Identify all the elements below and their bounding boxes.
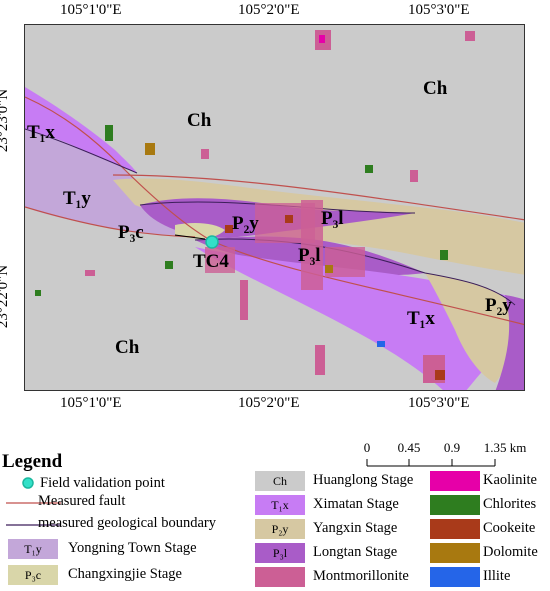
label-p3l-top: P₃l <box>321 208 344 229</box>
legend-yongning: Yongning Town Stage <box>68 540 197 556</box>
fault-line-3 <box>25 206 196 238</box>
bottom-coord-2: 105°2'0"E <box>238 395 300 411</box>
swatch-yangxin: P₂y <box>255 519 305 539</box>
label-t1x-left: T₁x <box>27 122 55 143</box>
validation-point-icon <box>22 477 34 489</box>
bottom-coord-1: 105°1'0"E <box>60 395 122 411</box>
top-coord-2: 105°2'0"E <box>238 2 300 18</box>
label-ch-top-right: Ch <box>423 78 448 99</box>
label-ch-top-mid: Ch <box>187 110 212 131</box>
swatch-cookeite <box>430 519 480 539</box>
legend-illite: Illite <box>483 568 511 584</box>
swatch-ximatan: T₁x <box>255 495 305 515</box>
label-p3l-mid: P₃l <box>298 245 321 266</box>
top-coord-3: 105°3'0"E <box>408 2 470 18</box>
swatch-dolomite <box>430 543 480 563</box>
legend-ximatan: Ximatan Stage <box>313 496 399 512</box>
geological-map[interactable]: Ch Ch T₁x T₁y P₃c P₂y P₃l P₃l TC4 T₁x P₂… <box>24 24 525 391</box>
scale-bar: 0 0.45 0.9 1.35 km <box>363 440 527 470</box>
label-p3c: P₃c <box>118 222 144 243</box>
legend: Legend Field validation point Measured f… <box>0 449 550 591</box>
swatch-changxingjie: P₃c <box>8 565 58 585</box>
top-coord-1: 105°1'0"E <box>60 2 122 18</box>
legend-yangxin: Yangxin Stage <box>313 520 398 536</box>
fault-line-icon <box>6 502 61 504</box>
bottom-coord-3: 105°3'0"E <box>408 395 470 411</box>
legend-chlorites: Chlorites <box>483 496 537 512</box>
scalebar-tick-1: 0.45 <box>397 440 421 455</box>
label-t1x-right: T₁x <box>407 308 435 329</box>
swatch-kaolinite <box>430 471 480 491</box>
scalebar-tick-3: 1.35 km <box>483 440 527 455</box>
left-coord-1: 23°23'0"N <box>0 88 12 153</box>
legend-montmorillonite: Montmorillonite <box>313 568 409 584</box>
label-p2y-right: P₂y <box>485 295 512 316</box>
swatch-longtan: P₃l <box>255 543 305 563</box>
swatch-huanglong: Ch <box>255 471 305 491</box>
swatch-yongning: T₁y <box>8 539 58 559</box>
legend-huanglong: Huanglong Stage <box>313 472 414 488</box>
legend-dolomite: Dolomite <box>483 544 538 560</box>
legend-changxingjie: Changxingjie Stage <box>68 566 182 582</box>
swatch-chlorites <box>430 495 480 515</box>
label-p2y-mid: P₂y <box>232 213 259 234</box>
label-t1y: T₁y <box>63 188 91 209</box>
legend-validation-point: Field validation point <box>40 475 165 491</box>
swatch-montmorillonite <box>255 567 305 587</box>
yangxin-area-edge <box>495 295 524 390</box>
legend-longtan: Longtan Stage <box>313 544 398 560</box>
legend-title: Legend <box>2 451 63 472</box>
boundary-line-3 <box>25 128 138 174</box>
map-canvas <box>25 25 524 390</box>
boundary-line-icon <box>6 524 61 526</box>
legend-measured-fault: Measured fault <box>38 493 126 509</box>
swatch-illite <box>430 567 480 587</box>
left-coord-2: 23°22'0"N <box>0 264 12 329</box>
validation-point-tc4 <box>205 235 219 249</box>
scalebar-tick-2: 0.9 <box>443 440 461 455</box>
scalebar-line <box>366 459 496 467</box>
fault-line-1 <box>25 96 524 326</box>
legend-measured-boundary: measured geological boundary <box>38 515 216 531</box>
legend-kaolinite: Kaolinite <box>483 472 537 488</box>
mineral-pixels <box>35 30 475 383</box>
legend-cookeite: Cookeite <box>483 520 536 536</box>
changxingjie-area <box>175 222 225 239</box>
scalebar-tick-0: 0 <box>363 440 371 455</box>
fault-line-2 <box>112 174 524 221</box>
yangxin-area-right <box>425 273 517 383</box>
label-ch-bottom-left: Ch <box>115 337 140 358</box>
tc4-leader <box>174 234 206 240</box>
label-tc4: TC4 <box>193 251 229 272</box>
